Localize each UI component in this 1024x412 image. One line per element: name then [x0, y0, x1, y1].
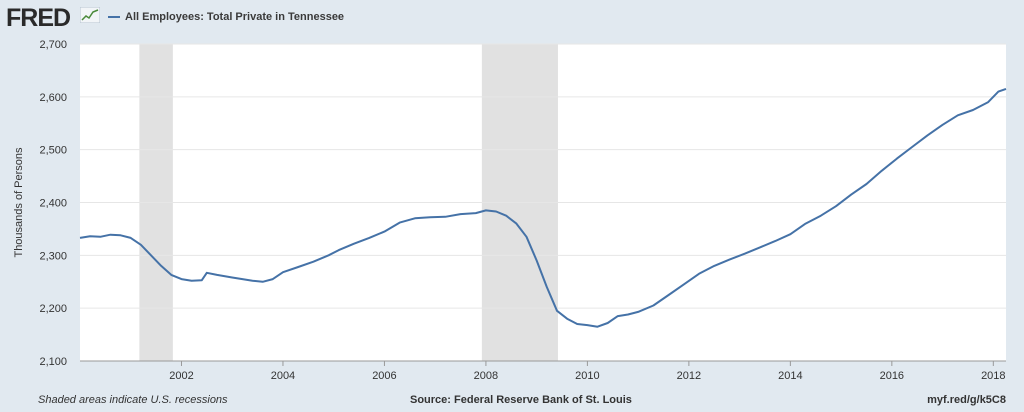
x-tick-label: 2016: [880, 370, 904, 382]
x-tick-label: 2018: [981, 370, 1005, 382]
legend-swatch: [108, 16, 120, 18]
y-tick-label: 2,400: [39, 198, 67, 210]
chart-header: FRED All Employees: Total Private in Ten…: [0, 0, 1024, 36]
y-axis-label: Thousands of Persons: [13, 147, 25, 258]
recession-note: Shaded areas indicate U.S. recessions: [38, 394, 228, 406]
fred-logo[interactable]: FRED: [6, 4, 71, 32]
series-legend[interactable]: All Employees: Total Private in Tennesse…: [108, 11, 344, 23]
y-tick-label: 2,300: [39, 250, 67, 262]
x-tick-label: 2004: [271, 370, 295, 382]
fred-logo-chart-icon: [80, 7, 100, 23]
x-tick-label: 2014: [778, 370, 802, 382]
x-tick-label: 2012: [677, 370, 701, 382]
y-tick-label: 2,700: [39, 39, 67, 51]
source-text: Source: Federal Reserve Bank of St. Loui…: [410, 394, 632, 406]
y-tick-label: 2,500: [39, 145, 67, 157]
legend-label: All Employees: Total Private in Tennesse…: [125, 11, 345, 23]
x-tick-label: 2010: [575, 370, 599, 382]
x-tick-label: 2002: [169, 370, 193, 382]
y-tick-label: 2,100: [39, 356, 67, 368]
y-tick-label: 2,600: [39, 92, 67, 104]
x-tick-label: 2008: [474, 370, 498, 382]
x-tick-label: 2006: [372, 370, 396, 382]
y-tick-label: 2,200: [39, 303, 67, 315]
series-line: [79, 87, 1007, 328]
short-link[interactable]: myf.red/g/k5C8: [927, 394, 1006, 406]
